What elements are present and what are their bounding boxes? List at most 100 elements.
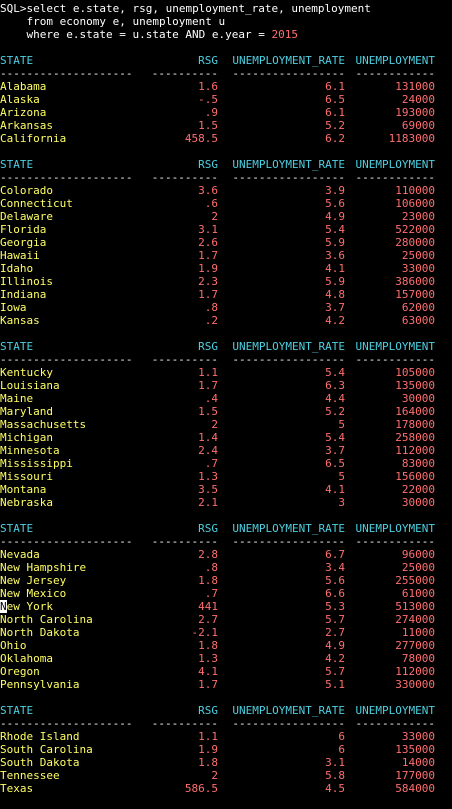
result-group: STATE RSG UNEMPLOYMENT_RATE UNEMPLOYMENT ---… (0, 704, 452, 795)
column-separator-row: -------------------- ---------- ----------… (0, 717, 452, 730)
column-separator: -------------------- (0, 67, 133, 80)
cell-unemployment: 25000 (401, 561, 435, 574)
column-header-row: STATE RSG UNEMPLOYMENT_RATE UNEMPLOYMENT (0, 704, 452, 717)
cell-unemployment: 330000 (395, 678, 435, 691)
cell-unemployment: 277000 (395, 639, 435, 652)
cell-rsg: 1.9 (198, 743, 218, 756)
table-row: South Carolina 1.9 6 135000 (0, 743, 452, 756)
cell-unemployment-rate: 4.9 (325, 639, 345, 652)
cell-rsg: 3.1 (198, 223, 218, 236)
cell-unemployment-rate: 5 (338, 418, 345, 431)
cell-state: Minnesota (0, 444, 60, 457)
table-row: Kansas .2 4.2 63000 (0, 314, 452, 327)
cell-unemployment-rate: 6.3 (325, 379, 345, 392)
cell-unemployment-rate: 5.6 (325, 197, 345, 210)
cell-unemployment-rate: 3 (338, 496, 345, 509)
column-header-row: STATE RSG UNEMPLOYMENT_RATE UNEMPLOYMENT (0, 340, 452, 353)
column-header-rsg: RSG (198, 54, 218, 67)
column-header-rsg: RSG (198, 340, 218, 353)
table-row: Rhode Island 1.1 6 33000 (0, 730, 452, 743)
cell-rsg: 2 (211, 418, 218, 431)
cell-unemployment: 177000 (395, 769, 435, 782)
cell-unemployment: 157000 (395, 288, 435, 301)
column-header-unemployment: UNEMPLOYMENT (355, 704, 435, 717)
cell-state: Kentucky (0, 366, 53, 379)
cell-state: North Dakota (0, 626, 80, 639)
column-header-unemployment-rate: UNEMPLOYMENT_RATE (232, 340, 345, 353)
cell-unemployment: 513000 (395, 600, 435, 613)
cell-state: Nebraska (0, 496, 53, 509)
cell-state: New York (0, 600, 53, 613)
query-results: STATE RSG UNEMPLOYMENT_RATE UNEMPLOYMENT ---… (0, 54, 452, 795)
cell-unemployment: 164000 (395, 405, 435, 418)
cell-unemployment: 584000 (395, 782, 435, 795)
cell-unemployment: 178000 (395, 418, 435, 431)
cell-unemployment-rate: 6.5 (325, 93, 345, 106)
cell-unemployment: 105000 (395, 366, 435, 379)
cell-state: New Mexico (0, 587, 67, 600)
column-header-unemployment-rate: UNEMPLOYMENT_RATE (232, 522, 345, 535)
table-row: Maryland 1.5 5.2 164000 (0, 405, 452, 418)
cell-state: Oregon (0, 665, 40, 678)
blank-line (0, 509, 452, 522)
cell-unemployment: 522000 (395, 223, 435, 236)
table-row: New Mexico .7 6.6 61000 (0, 587, 452, 600)
cell-rsg: 2.4 (198, 444, 218, 457)
cell-unemployment: 33000 (401, 730, 435, 743)
cell-state: Michigan (0, 431, 53, 444)
cell-unemployment: 24000 (401, 93, 435, 106)
cell-unemployment: 258000 (395, 431, 435, 444)
table-row: California 458.5 6.2 1183000 (0, 132, 452, 145)
text-cursor: N (0, 600, 7, 613)
table-row: Maine .4 4.4 30000 (0, 392, 452, 405)
table-row: Connecticut .6 5.6 106000 (0, 197, 452, 210)
cell-state: Tennessee (0, 769, 60, 782)
cell-unemployment-rate: 3.7 (325, 301, 345, 314)
cell-unemployment-rate: 4.1 (325, 483, 345, 496)
cell-state: Maine (0, 392, 34, 405)
table-row: Arkansas 1.5 5.2 69000 (0, 119, 452, 132)
column-header-state: STATE (0, 340, 34, 353)
cell-unemployment-rate: 4.9 (325, 210, 345, 223)
cell-unemployment: 78000 (401, 652, 435, 665)
table-row: Pennsylvania 1.7 5.1 330000 (0, 678, 452, 691)
column-header-state: STATE (0, 704, 34, 717)
cell-rsg: 1.7 (198, 288, 218, 301)
table-row: Hawaii 1.7 3.6 25000 (0, 249, 452, 262)
cell-unemployment-rate: 6.5 (325, 457, 345, 470)
cell-unemployment-rate: 5.2 (325, 119, 345, 132)
cell-unemployment-rate: 5.1 (325, 678, 345, 691)
cell-state: Louisiana (0, 379, 60, 392)
cell-unemployment: 14000 (401, 756, 435, 769)
cell-rsg: .9 (204, 106, 218, 119)
cell-unemployment: 23000 (401, 210, 435, 223)
cell-unemployment: 274000 (395, 613, 435, 626)
table-row: Nevada 2.8 6.7 96000 (0, 548, 452, 561)
table-row: Delaware 2 4.9 23000 (0, 210, 452, 223)
table-row: Montana 3.5 4.1 22000 (0, 483, 452, 496)
cell-unemployment-rate: 6.1 (325, 80, 345, 93)
column-separator-row: -------------------- ---------- ----------… (0, 353, 452, 366)
column-header-unemployment: UNEMPLOYMENT (355, 340, 435, 353)
cell-rsg: 4.1 (198, 665, 218, 678)
cell-unemployment-rate: 5.4 (325, 223, 345, 236)
blank-line (0, 145, 452, 158)
cell-rsg: 441 (198, 600, 218, 613)
cell-rsg: 3.6 (198, 184, 218, 197)
cell-rsg: .7 (204, 457, 218, 470)
cell-rsg: .4 (204, 392, 218, 405)
column-header-state: STATE (0, 158, 34, 171)
cell-state: Colorado (0, 184, 53, 197)
table-row: Alaska -.5 6.5 24000 (0, 93, 452, 106)
cell-rsg: 2.7 (198, 613, 218, 626)
sql-where-clause: where e.state = u.state AND e.year = (0, 28, 272, 41)
cell-unemployment: 112000 (395, 665, 435, 678)
result-group: STATE RSG UNEMPLOYMENT_RATE UNEMPLOYMENT ---… (0, 340, 452, 522)
table-row: Georgia 2.6 5.9 280000 (0, 236, 452, 249)
blank-line (0, 691, 452, 704)
cell-unemployment-rate: 5.3 (325, 600, 345, 613)
column-header-rsg: RSG (198, 522, 218, 535)
cell-rsg: 1.3 (198, 470, 218, 483)
cell-state: Idaho (0, 262, 34, 275)
